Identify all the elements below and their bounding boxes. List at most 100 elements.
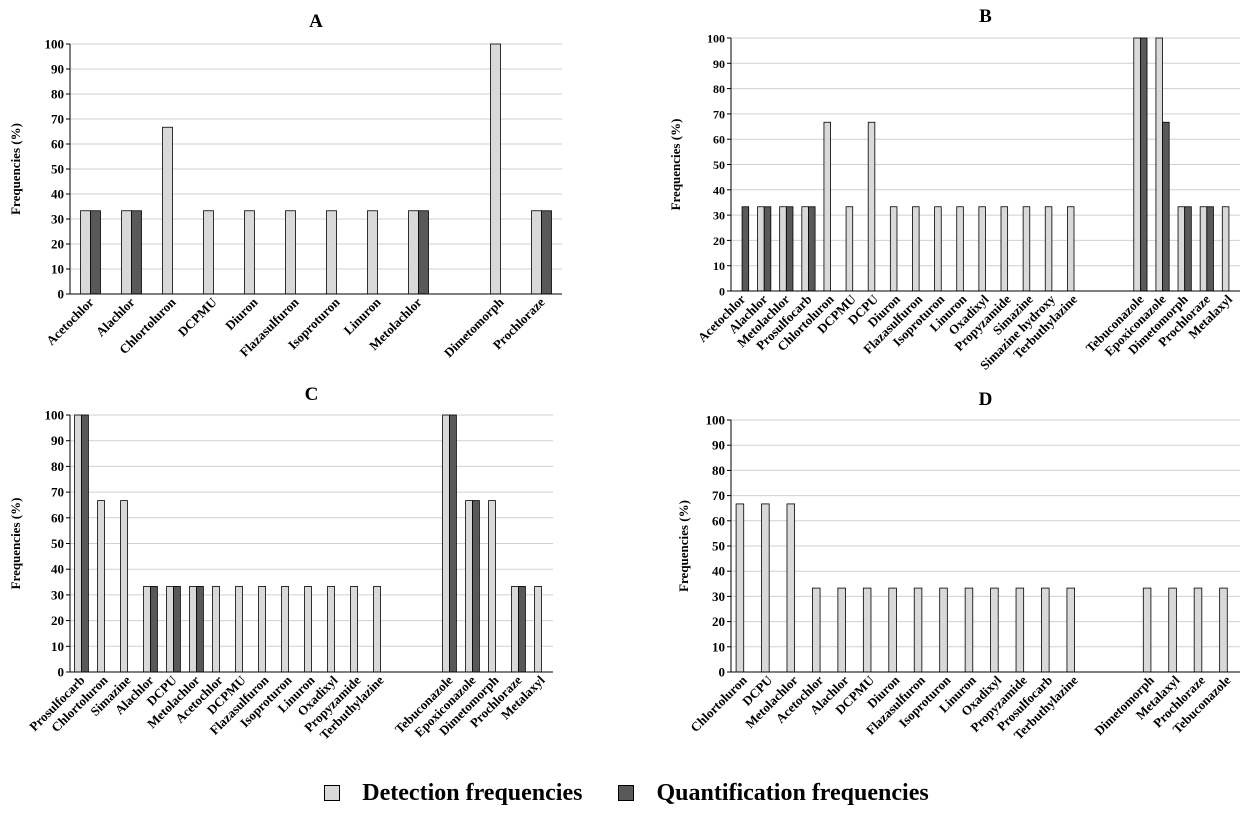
chart-c-bar-detection [350,586,358,673]
chart-a-ytick-label: 20 [51,237,64,252]
chart-c-bar-detection [281,586,289,673]
chart-c-bar-detection [511,586,519,673]
chart-d-ytick-label: 80 [712,463,725,478]
chart-b-title: B [979,6,992,27]
chart-c-bar-detection [442,414,450,673]
chart-d-bar-detection [964,587,974,673]
chart-a-bar-detection [408,210,419,295]
chart-d-category-label: Chlortoluron [687,672,750,735]
chart-c-bar-detection [189,586,197,673]
chart-b-bar-detection [867,121,876,292]
chart-c-ytick-label: 100 [45,408,65,423]
legend-label-detection: Detection frequencies [362,779,583,806]
chart-c-bar-detection [488,500,496,673]
chart-c-bar-detection [212,586,220,673]
chart-b-bar-detection [1155,37,1163,292]
chart-a-bar-detection [244,210,255,295]
legend-label-quantification: Quantification frequencies [656,779,929,806]
chart-d-bar-detection [1193,587,1203,673]
chart-c-bar-detection [74,414,82,673]
chart-b-bar-detection [1133,37,1141,292]
chart-b-bar-quantification [1184,206,1192,292]
chart-d-bar-detection [812,587,821,673]
chart-a-ytick-label: 10 [51,262,64,277]
chart-c-bar-detection [97,500,105,673]
chart-c-ylabel: Frequencies (%) [8,498,23,590]
chart-a-ytick-label: 50 [51,162,64,177]
legend-item-quantification: Quantification frequencies [618,779,929,807]
chart-b-bar-quantification [1206,206,1214,292]
chart-b-bar-quantification [1140,37,1148,292]
chart-a-bar-detection [80,210,91,295]
chart-a-ytick-label: 40 [51,187,64,202]
chart-b-bar-detection [956,206,964,292]
chart-b-bar-quantification [785,206,794,292]
chart-d-ytick-label: 30 [712,589,725,604]
chart-c-bar-quantification [150,586,158,673]
chart-d-title: D [979,389,993,410]
chart-c-bar-quantification [449,414,457,673]
chart-c-ytick-label: 90 [51,433,64,448]
chart-c-bar-quantification [173,586,181,673]
chart-a-bar-detection [121,210,132,295]
chart-a-bar-detection [490,43,501,295]
chart-c-bar-detection [327,586,335,673]
chart-b-ytick-label: 80 [713,82,725,96]
chart-b-ytick-label: 100 [707,32,725,46]
chart-a-ytick-label: 30 [51,212,64,227]
chart-a-ytick-label: 0 [58,287,65,302]
chart-b-bar-detection [1199,206,1208,292]
chart-c-ytick-label: 0 [58,665,65,680]
chart-b-ytick-label: 0 [719,285,725,299]
chart-c-ytick-label: 80 [51,459,64,474]
chart-c-bar-detection [373,586,381,673]
chart-b-bar-quantification [741,206,750,292]
chart-a-bar-quantification [541,210,552,295]
chart-d-bar-detection [786,503,796,673]
chart-a-ylabel: Frequencies (%) [8,123,23,215]
chart-d-bar-detection [735,503,745,673]
chart-b-bar-detection [1022,206,1031,292]
chart-d-bar-detection [1041,587,1050,673]
chart-c-bar-quantification [81,414,89,673]
legend-swatch-detection [324,785,341,801]
chart-d-bar-detection [761,503,770,673]
chart-a-bar-detection [326,210,337,295]
chart-d-ytick-label: 100 [706,413,726,428]
legend-item-detection: Detection frequencies [324,780,582,807]
chart-b-ytick-label: 50 [713,158,725,172]
chart-a-bar-detection [531,210,542,295]
chart-b-bar-detection [823,121,831,292]
chart-d-bar-detection [888,587,897,673]
chart-d-bar-detection [1168,587,1177,673]
chart-a-bar-detection [367,210,378,295]
chart-d-ytick-label: 20 [712,614,725,629]
chart-c-bar-detection [235,586,243,673]
chart-a-bar-detection [285,210,296,295]
chart-b-ytick-label: 10 [713,259,725,273]
chart-d-ytick-label: 10 [712,639,725,654]
chart-d-bar-detection [837,587,846,673]
chart-d-ytick-label: 70 [712,488,725,503]
chart-d-bar-detection [862,587,872,673]
chart-b-ylabel: Frequencies (%) [668,119,683,211]
chart-d-bar-detection [990,587,999,673]
chart-a-bar-detection [203,210,214,295]
chart-a-bar-quantification [418,210,429,295]
chart-b-ytick-label: 30 [713,209,725,223]
chart-d-ylabel: Frequencies (%) [676,500,691,592]
chart-d-bar-detection [939,587,948,673]
chart-b-ytick-label: 60 [713,133,725,147]
chart-c-bar-quantification [518,586,526,673]
chart-c-bar-detection [143,586,151,673]
chart-b-bar-detection [978,206,986,292]
chart-b-bar-detection [889,206,898,292]
chart-b-ytick-label: 90 [713,57,725,71]
chart-c-ytick-label: 20 [51,613,64,628]
legend: Detection frequencies Quantification fre… [0,778,1253,808]
chart-c-ytick-label: 60 [51,510,64,525]
chart-b-bar-detection [1177,206,1186,292]
chart-c-bar-detection [166,586,174,673]
chart-d-ytick-label: 90 [712,438,725,453]
